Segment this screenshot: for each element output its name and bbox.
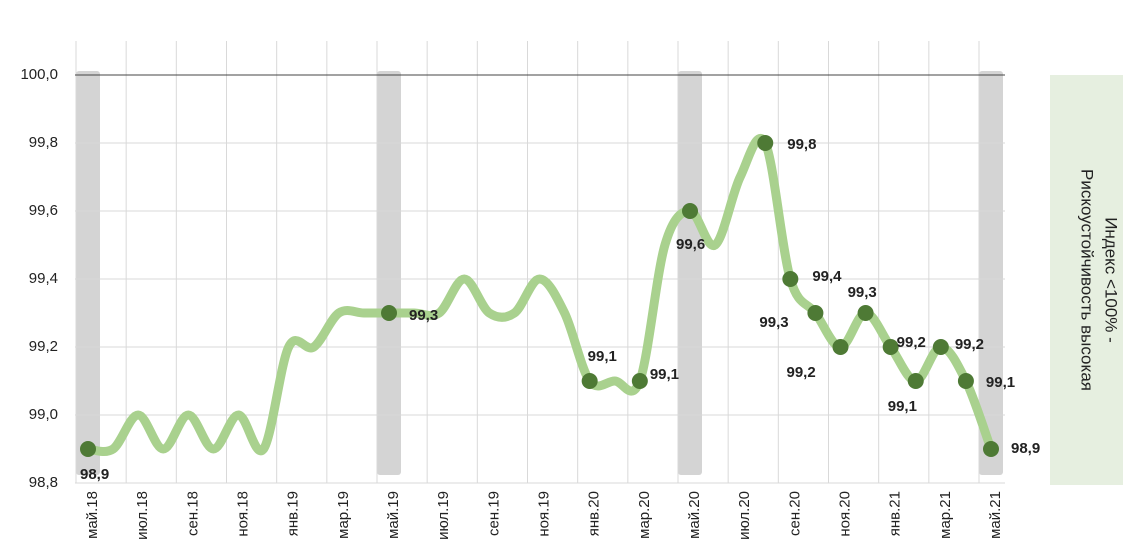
y-tick-label: 99,0: [29, 406, 58, 423]
annotation-line: Рискоустойчивость высокая: [1078, 169, 1097, 391]
data-point: [682, 203, 698, 219]
x-tick-label: мар.21: [937, 491, 954, 539]
data-point: [807, 305, 824, 321]
highlight-band: [76, 71, 100, 475]
data-label: 99,1: [650, 366, 679, 383]
x-tick-label: мар.19: [335, 491, 352, 539]
x-tick-label: сен.18: [184, 491, 201, 536]
data-point: [381, 305, 397, 321]
x-tick-label: май.20: [686, 491, 703, 539]
y-tick-label: 99,6: [29, 202, 58, 219]
x-tick-label: июл.18: [134, 491, 151, 540]
data-label: 99,3: [759, 314, 788, 331]
data-point: [581, 373, 598, 389]
x-tick-label: мар.20: [636, 491, 653, 539]
x-tick-label: сен.20: [786, 491, 803, 536]
data-label: 99,6: [676, 236, 705, 253]
x-tick-label: янв.19: [285, 491, 302, 536]
x-tick-label: май.19: [385, 491, 402, 539]
data-label: 99,8: [787, 136, 816, 153]
annotation-box: [1050, 75, 1123, 485]
annotation-line: Индекс <100% -: [1102, 217, 1121, 343]
x-tick-label: июл.19: [435, 491, 452, 540]
data-label: 99,4: [812, 268, 842, 285]
y-tick-label: 99,2: [29, 338, 58, 355]
data-point: [757, 135, 774, 151]
data-label: 99,1: [986, 374, 1015, 391]
data-point: [983, 441, 999, 457]
x-tick-label: ноя.19: [535, 491, 552, 537]
data-label: 99,2: [897, 334, 926, 351]
highlight-band: [377, 71, 401, 475]
data-point: [957, 373, 974, 389]
x-tick-label: ноя.18: [234, 491, 251, 537]
y-tick-label: 100,0: [20, 66, 58, 83]
y-tick-label: 98,8: [29, 474, 58, 491]
highlight-band: [678, 71, 702, 475]
x-tick-label: ноя.20: [836, 491, 853, 537]
x-tick-label: янв.20: [586, 491, 603, 536]
x-tick-label: сен.19: [485, 491, 502, 536]
x-tick-label: янв.21: [887, 491, 904, 536]
data-label: 99,3: [848, 284, 877, 301]
data-label: 99,2: [955, 336, 984, 353]
grid: [75, 41, 1005, 484]
data-point: [832, 339, 849, 355]
data-point: [782, 271, 799, 287]
data-point: [857, 305, 874, 321]
data-label: 98,9: [80, 466, 109, 483]
data-point: [907, 373, 924, 389]
data-label: 98,9: [1011, 440, 1040, 457]
data-point: [80, 441, 96, 457]
x-tick-label: июл.20: [736, 491, 753, 540]
highlight-band: [979, 71, 1003, 475]
y-tick-label: 99,4: [29, 270, 58, 287]
data-label: 99,1: [888, 398, 917, 415]
data-label: 99,1: [588, 348, 617, 365]
annotation: Индекс <100% - Рискоустойчивость высокая: [1078, 169, 1121, 391]
y-tick-label: 99,8: [29, 134, 58, 151]
data-point: [882, 339, 899, 355]
data-point: [631, 373, 648, 389]
data-label: 99,2: [787, 364, 816, 381]
data-point: [932, 339, 949, 355]
data-label: 99,3: [409, 307, 438, 324]
x-tick-label: май.18: [84, 491, 101, 539]
x-tick-label: май.21: [987, 491, 1004, 539]
